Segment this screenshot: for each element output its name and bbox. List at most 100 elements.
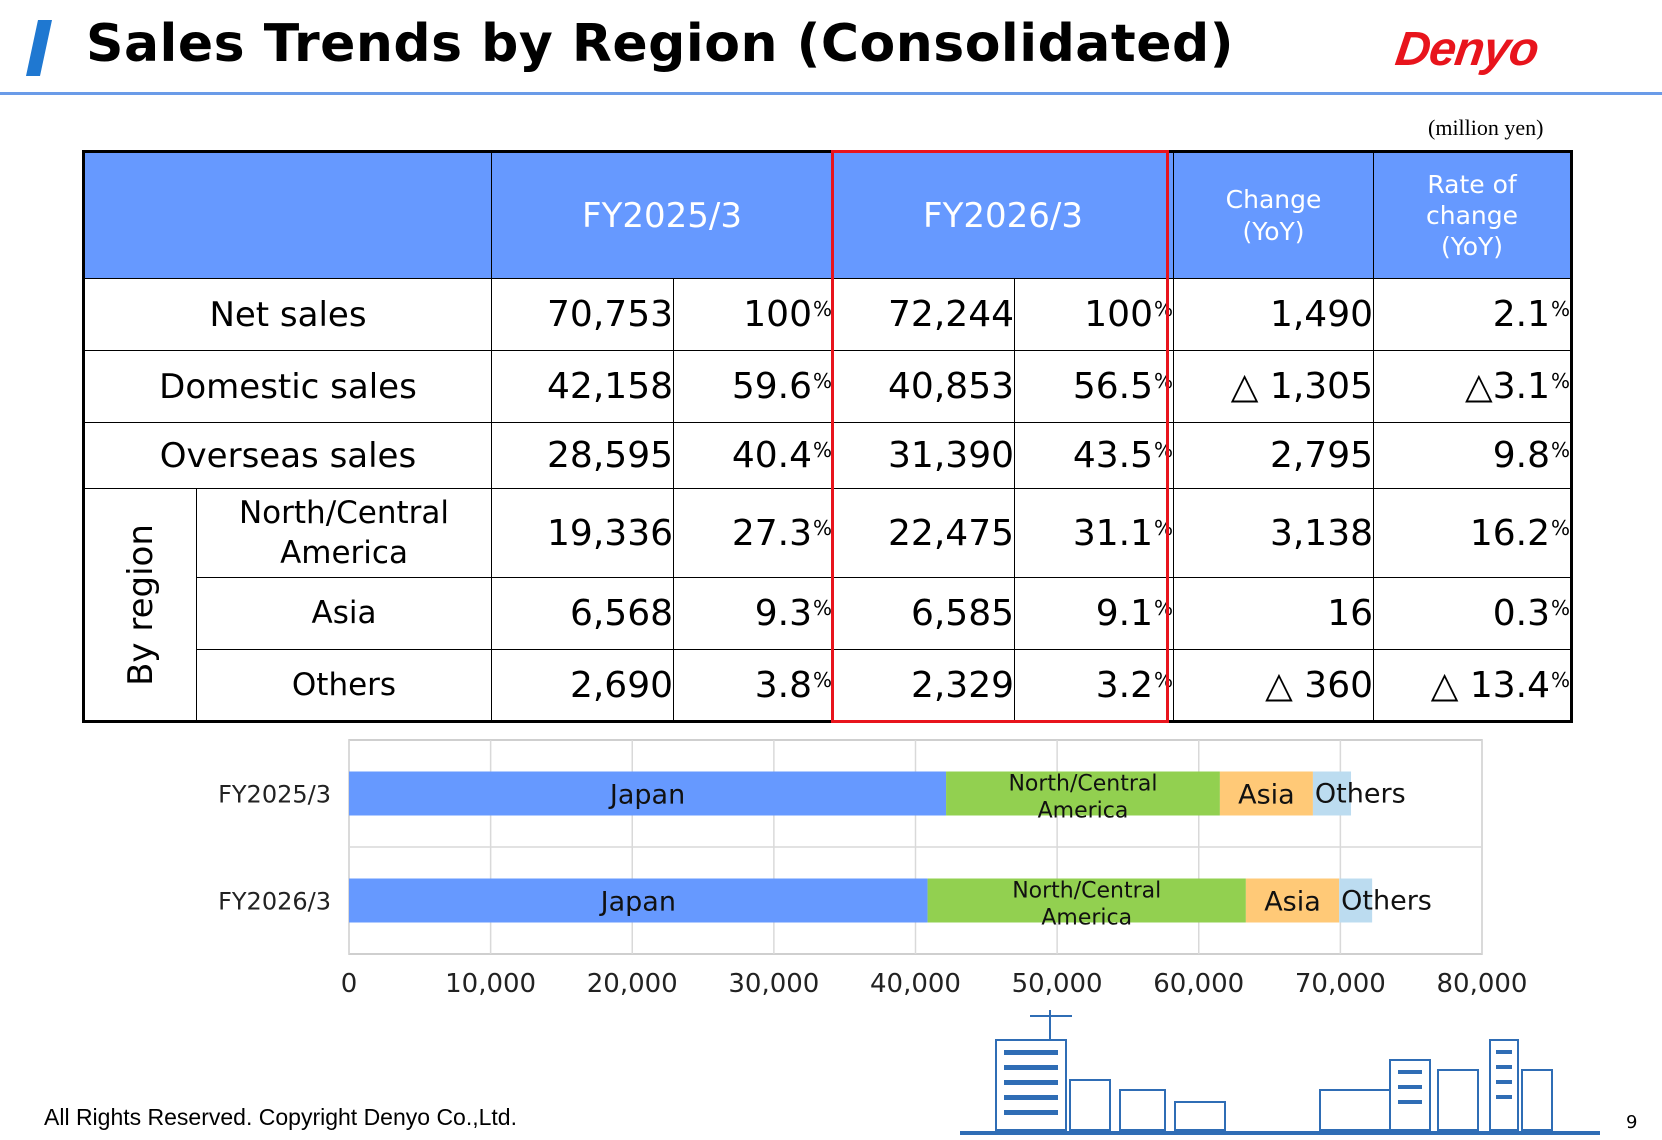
chart-category-label: FY2025/3 <box>218 781 331 809</box>
curr-value: 40,853 <box>832 350 1015 423</box>
table-row-domestic-sales: Domestic sales 42,158 59.6% 40,853 56.5%… <box>83 350 1572 423</box>
row-label: Domestic sales <box>83 350 492 423</box>
chart-segment-label: Others <box>1315 779 1406 810</box>
chart-segment-label: America <box>1038 799 1129 824</box>
chart-x-tick-label: 30,000 <box>728 969 819 999</box>
city-skyline-illustration <box>960 1010 1600 1135</box>
title-slash-icon <box>26 20 52 76</box>
curr-value: 31,390 <box>832 422 1015 489</box>
row-label: Others <box>196 649 492 722</box>
header-change-line2: (YoY) <box>1242 216 1305 246</box>
curr-value: 22,475 <box>832 488 1015 578</box>
prev-percent: 27.3% <box>673 488 833 578</box>
rate-value: △3.1% <box>1373 350 1572 423</box>
curr-percent: 31.1% <box>1014 488 1174 578</box>
sales-table: FY2025/3 FY2026/3 Change (YoY) Rate of c… <box>82 150 1573 723</box>
prev-percent: 100% <box>673 278 833 351</box>
chart-bar-segment <box>1339 878 1373 923</box>
row-label: Asia <box>196 577 492 650</box>
table-row-north-central-america: By region North/Central America 19,336 2… <box>83 488 1572 722</box>
table-row-net-sales: Net sales 70,753 100% 72,244 100% 1,490 … <box>83 278 1572 351</box>
curr-percent: 9.1% <box>1014 577 1174 650</box>
header-fy-prev: FY2025/3 <box>491 151 833 279</box>
chart-bar-segment <box>927 878 1246 923</box>
curr-percent: 56.5% <box>1014 350 1174 423</box>
header-rate: Rate of change (YoY) <box>1373 151 1572 279</box>
rate-value: 16.2% <box>1373 488 1572 578</box>
unit-label: (million yen) <box>1428 115 1544 140</box>
change-value: 1,490 <box>1173 278 1374 351</box>
row-label: Net sales <box>83 278 492 351</box>
prev-value: 28,595 <box>491 422 674 489</box>
chart-bar-segment <box>1312 771 1352 816</box>
chart-x-tick-label: 70,000 <box>1295 969 1386 999</box>
chart-bar-segment <box>1219 771 1313 816</box>
chart-segment-label: North/Central <box>1012 879 1161 904</box>
header-fy-curr: FY2026/3 <box>832 151 1174 279</box>
by-region-label: By region <box>83 488 197 722</box>
header-rate-line2: change <box>1425 200 1518 230</box>
prev-value: 19,336 <box>491 488 674 578</box>
chart-bar-segment <box>946 771 1220 816</box>
chart-segment-label: America <box>1041 906 1132 931</box>
row-label-line1: North/Central <box>238 494 450 531</box>
denyo-logo: Denyo <box>1392 23 1542 76</box>
table-row-overseas-sales: Overseas sales 28,595 40.4% 31,390 43.5%… <box>83 422 1572 489</box>
chart-bar-segment <box>1245 878 1340 923</box>
table-row-asia: Asia 6,568 9.3% 6,585 9.1% 16 0.3% <box>84 577 1572 650</box>
header-rate-line1: Rate of <box>1427 169 1517 199</box>
curr-value: 6,585 <box>832 577 1015 650</box>
prev-percent: 40.4% <box>673 422 833 489</box>
chart-segment-label: Asia <box>1238 780 1295 811</box>
rate-value: 9.8% <box>1373 422 1572 489</box>
header-change: Change (YoY) <box>1173 151 1374 279</box>
curr-percent: 43.5% <box>1014 422 1174 489</box>
page-title: Sales Trends by Region (Consolidated) <box>86 14 1235 74</box>
chart-x-tick-label: 0 <box>341 969 358 999</box>
chart-x-tick-label: 50,000 <box>1012 969 1103 999</box>
chart-bar-segment <box>349 771 947 816</box>
prev-value: 2,690 <box>491 649 674 722</box>
row-label: Overseas sales <box>83 422 492 489</box>
chart-x-tick-label: 40,000 <box>870 969 961 999</box>
change-value: 2,795 <box>1173 422 1374 489</box>
prev-value: 70,753 <box>491 278 674 351</box>
chart-segment-label: North/Central <box>1008 772 1157 797</box>
prev-percent: 3.8% <box>673 649 833 722</box>
regional-sales-chart: 0 10,000 20,000 30,000 40,000 50,000 60,000 70,… <box>218 739 1528 999</box>
chart-segment-label: Others <box>1341 886 1432 917</box>
prev-value: 42,158 <box>491 350 674 423</box>
rate-value: 2.1% <box>1373 278 1572 351</box>
chart-segment-label: Japan <box>599 887 676 918</box>
header-rate-line3: (YoY) <box>1440 232 1504 262</box>
change-value: 3,138 <box>1173 488 1374 578</box>
copyright-notice: All Rights Reserved. Copyright Denyo Co.… <box>44 1104 517 1130</box>
table-header-row: FY2025/3 FY2026/3 Change (YoY) Rate of c… <box>83 151 1572 279</box>
title-divider <box>0 92 1662 95</box>
change-value: △ 360 <box>1173 649 1374 722</box>
chart-category-label: FY2026/3 <box>218 888 331 916</box>
change-value: 16 <box>1173 577 1374 650</box>
header-blank-cell <box>83 151 492 279</box>
chart-bar-segment <box>349 878 928 923</box>
table-row-others: Others 2,690 3.8% 2,329 3.2% △ 360 △ 13.… <box>84 649 1572 722</box>
prev-percent: 9.3% <box>673 577 833 650</box>
chart-x-tick-label: 60,000 <box>1153 969 1244 999</box>
chart-x-tick-label: 80,000 <box>1437 969 1528 999</box>
prev-value: 6,568 <box>491 577 674 650</box>
change-value: △ 1,305 <box>1173 350 1374 423</box>
curr-value: 72,244 <box>832 278 1015 351</box>
page-number: 9 <box>1626 1112 1638 1133</box>
curr-percent: 100% <box>1014 278 1174 351</box>
header-change-line1: Change <box>1225 185 1322 215</box>
rate-value: 0.3% <box>1373 577 1572 650</box>
curr-percent: 3.2% <box>1014 649 1174 722</box>
curr-value: 2,329 <box>832 649 1015 722</box>
chart-segment-label: Japan <box>608 780 685 811</box>
prev-percent: 59.6% <box>673 350 833 423</box>
row-label-line2: America <box>280 535 408 571</box>
chart-segment-label: Asia <box>1264 887 1321 918</box>
rate-value: △ 13.4% <box>1373 649 1572 722</box>
row-label: North/Central America <box>196 488 492 578</box>
chart-x-tick-label: 10,000 <box>445 969 536 999</box>
